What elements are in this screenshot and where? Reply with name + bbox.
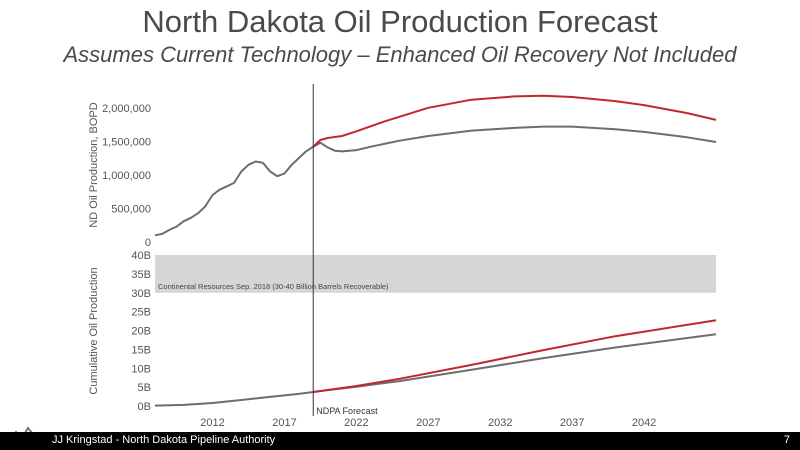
bottom-y-axis-label: Cumulative Oil Production <box>88 267 100 394</box>
top-y-tick-label: 0 <box>145 237 151 249</box>
band-label: Continental Resources Sep. 2018 (30-40 B… <box>158 282 389 291</box>
x-tick-label: 2042 <box>632 417 656 429</box>
cumulative-series-base <box>154 333 717 407</box>
x-tick-label: 2022 <box>344 417 368 429</box>
bottom-y-tick-label: 40B <box>131 250 151 262</box>
bottom-y-tick-label: 30B <box>131 288 151 300</box>
bottom-y-tick-label: 10B <box>131 363 151 375</box>
footer-bar: JJ Kringstad - North Dakota Pipeline Aut… <box>0 432 800 450</box>
footer-credit: JJ Kringstad - North Dakota Pipeline Aut… <box>52 434 276 446</box>
top-y-tick-label: 2,000,000 <box>102 103 151 115</box>
x-tick-label: 2012 <box>200 417 224 429</box>
production-series-base <box>312 125 717 153</box>
bottom-y-tick-label: 0B <box>138 401 151 413</box>
production-series-high <box>312 94 717 148</box>
slide-title: North Dakota Oil Production Forecast <box>142 4 658 39</box>
top-y-tick-label: 1,000,000 <box>102 170 151 182</box>
bottom-y-tick-label: 15B <box>131 344 151 356</box>
x-tick-label: 2017 <box>272 417 296 429</box>
resource-band <box>155 255 716 293</box>
top-y-tick-label: 1,500,000 <box>102 136 151 148</box>
top-y-axis-label: ND Oil Production, BOPD <box>88 102 100 227</box>
x-tick-label: 2037 <box>560 417 584 429</box>
bottom-y-tick-label: 35B <box>131 269 151 281</box>
page-number: 7 <box>783 434 790 446</box>
bottom-y-tick-label: 20B <box>131 326 151 338</box>
x-tick-label: 2027 <box>416 417 440 429</box>
cumulative-series-high <box>313 319 717 393</box>
production-forecast-chart: Continental Resources Sep. 2018 (30-40 B… <box>88 84 717 429</box>
top-y-tick-label: 500,000 <box>111 203 151 215</box>
slide-subtitle: Assumes Current Technology – Enhanced Oi… <box>63 42 737 67</box>
x-tick-label: 2032 <box>488 417 512 429</box>
bottom-y-tick-label: 25B <box>131 307 151 319</box>
forecast-annotation: NDPA Forecast <box>316 406 378 416</box>
production-series-historical <box>154 145 314 237</box>
bottom-y-tick-label: 5B <box>138 382 151 394</box>
